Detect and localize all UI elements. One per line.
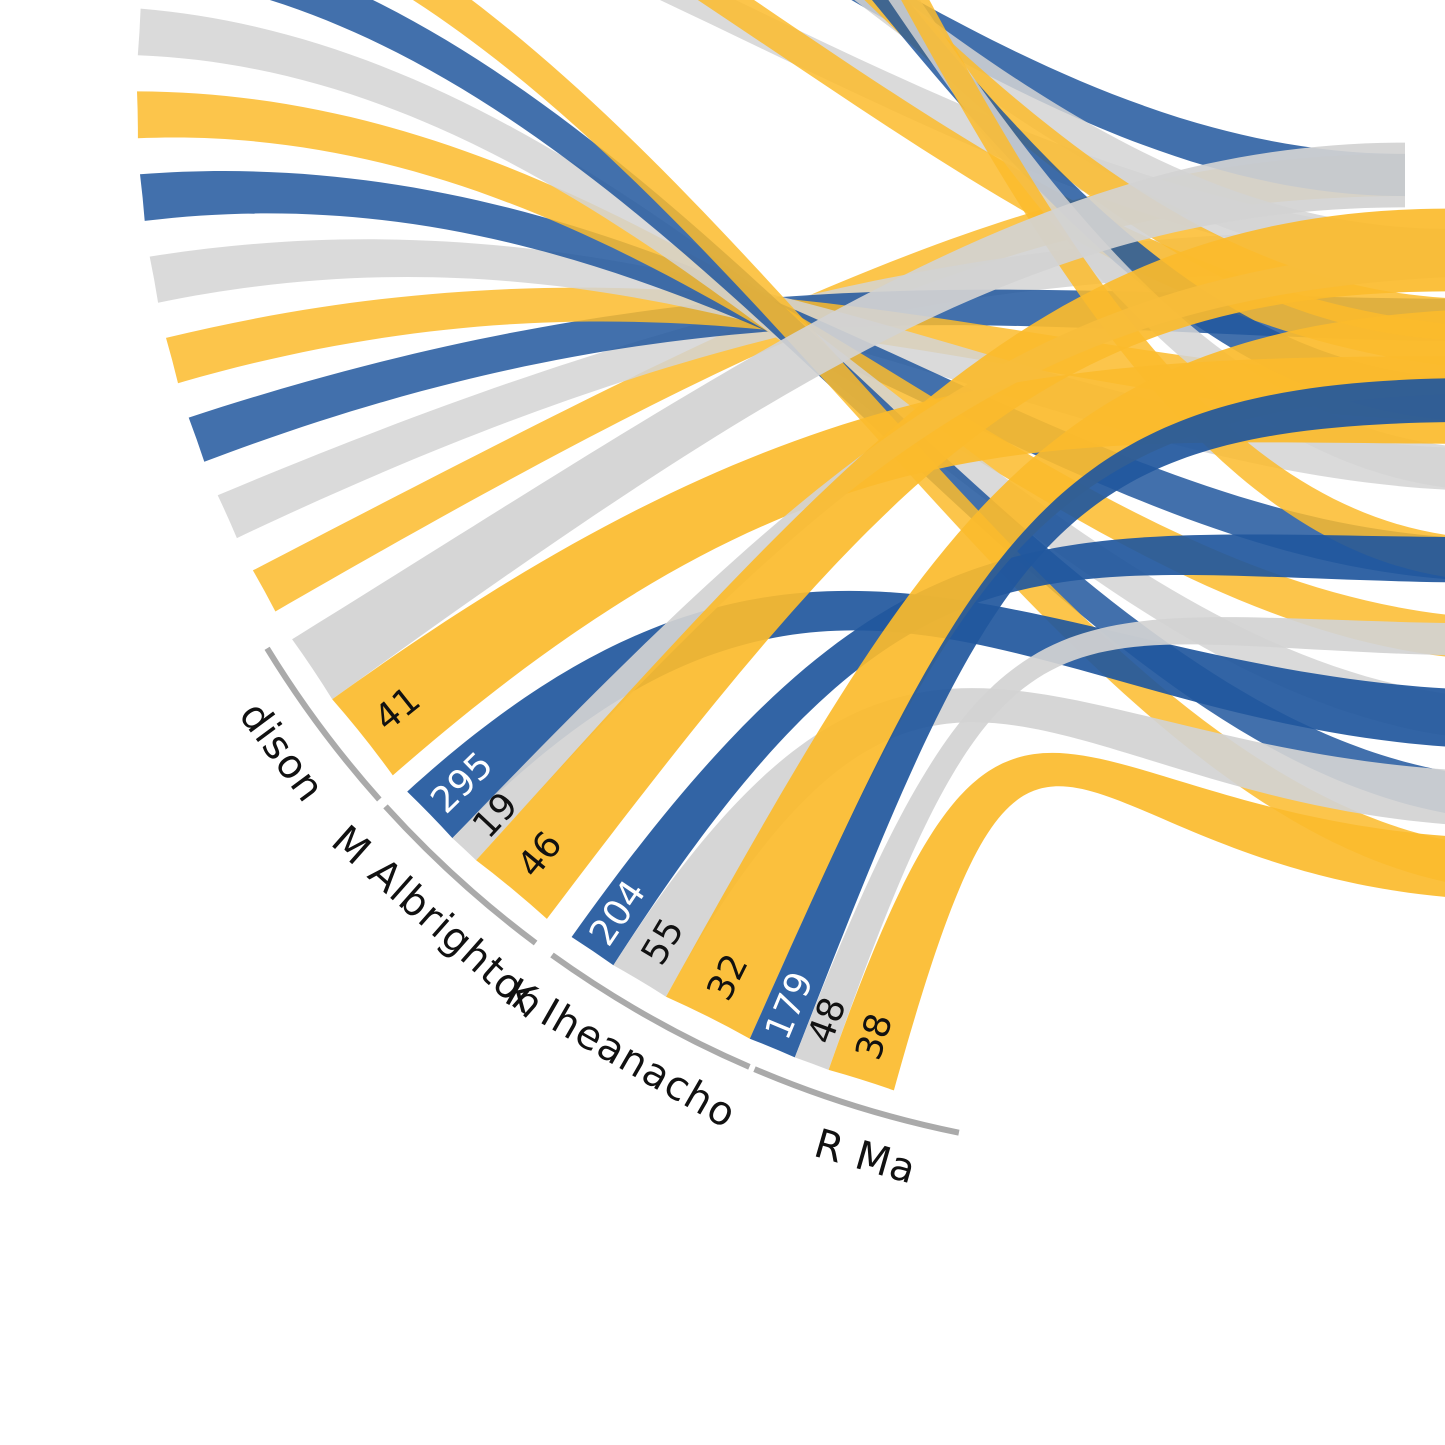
background-ribbon bbox=[166, 287, 1445, 421]
background-ribbon bbox=[137, 8, 1445, 736]
background-ribbon bbox=[851, 0, 1405, 197]
ribbon-yellow bbox=[476, 208, 1445, 919]
player-arcs bbox=[264, 646, 960, 1136]
player-arc bbox=[753, 1066, 960, 1136]
background-ribbon bbox=[697, 0, 1445, 366]
background-ribbon bbox=[901, 0, 1445, 577]
ribbon-yellow bbox=[828, 752, 1445, 1091]
ribbon-grey bbox=[292, 142, 1406, 700]
ribbon-blue bbox=[749, 378, 1445, 1058]
ribbon-blue bbox=[571, 534, 1445, 966]
player-arc bbox=[550, 952, 751, 1070]
background-ribbon bbox=[137, 91, 1445, 657]
ribbon-grey bbox=[794, 617, 1445, 1070]
player-name-label: R Ma bbox=[809, 1121, 921, 1194]
foreground-ribbons bbox=[292, 142, 1445, 1091]
player-name-label: dison bbox=[230, 694, 334, 812]
player-arc bbox=[264, 646, 382, 802]
player-arc bbox=[383, 804, 538, 946]
